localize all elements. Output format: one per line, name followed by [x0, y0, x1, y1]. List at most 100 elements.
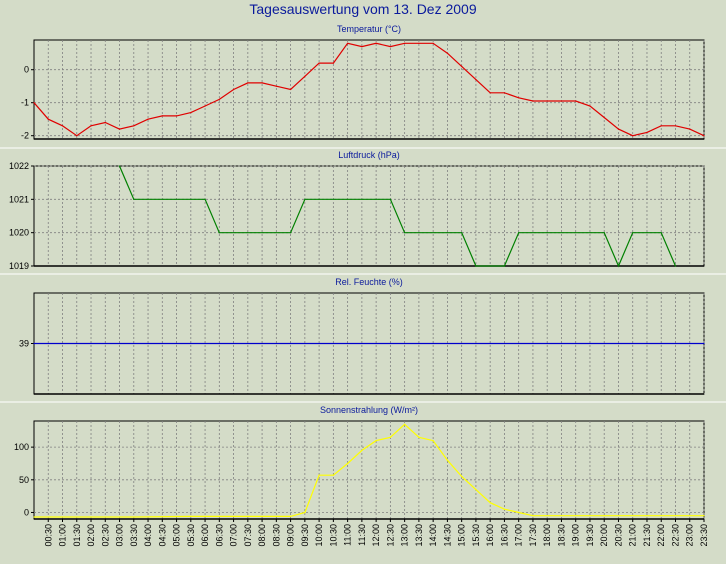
data-point [133, 125, 135, 127]
data-point [90, 125, 92, 127]
x-tick-label: 19:00 [571, 524, 581, 547]
data-point [703, 342, 705, 345]
data-point [175, 115, 178, 117]
data-point [118, 165, 121, 167]
x-tick-label: 12:30 [385, 524, 395, 547]
data-point [461, 232, 463, 234]
data-point [404, 42, 406, 44]
page-title: Tagesauswertung vom 13. Dez 2009 [249, 1, 477, 17]
data-point [133, 516, 135, 518]
data-point [461, 475, 463, 478]
data-point [247, 82, 249, 84]
data-point [332, 474, 334, 476]
x-tick-label: 07:00 [229, 524, 239, 547]
x-tick-label: 09:30 [300, 524, 310, 547]
data-point [703, 135, 705, 137]
x-tick-label: 18:00 [542, 524, 552, 547]
plot-frame [33, 420, 705, 520]
y-tick-label: 1021 [9, 194, 29, 204]
data-point [703, 515, 705, 517]
data-point [489, 502, 491, 504]
data-point [503, 92, 506, 94]
x-tick-label: 12:00 [371, 524, 381, 547]
data-point [404, 232, 406, 234]
x-tick-label: 06:30 [214, 524, 224, 547]
x-tick-label: 04:00 [143, 524, 153, 547]
data-point [632, 135, 634, 137]
data-point [475, 265, 477, 267]
x-tick-label: 03:30 [129, 524, 139, 547]
data-point [347, 462, 349, 465]
x-tick-label: 10:00 [314, 524, 324, 547]
data-point [660, 232, 662, 234]
y-tick-label: 100 [14, 442, 29, 452]
plot-frame [33, 165, 705, 267]
data-point [575, 100, 577, 102]
x-tick-label: 13:30 [414, 524, 424, 547]
chart-panel-2: Luftdruck (hPa) 1022 1021 1020 1019 [9, 150, 705, 271]
data-point [660, 125, 662, 127]
data-point [632, 232, 634, 234]
data-point [133, 198, 135, 200]
data-point [204, 105, 206, 107]
data-point [603, 232, 605, 234]
chart-title: Rel. Feuchte (%) [335, 277, 403, 287]
x-tick-label: 06:00 [200, 524, 210, 547]
data-point [218, 232, 220, 234]
x-tick-label: 02:30 [100, 524, 110, 547]
data-point [674, 265, 677, 267]
data-point [161, 115, 163, 117]
data-point [532, 515, 534, 517]
x-tick-label: 18:30 [556, 524, 566, 547]
data-point [289, 232, 292, 234]
chart-title: Luftdruck (hPa) [338, 150, 400, 160]
x-tick-label: 21:30 [642, 524, 652, 547]
data-point [289, 88, 292, 91]
data-point [404, 423, 406, 425]
x-tick-label: 15:00 [457, 524, 467, 547]
data-point [147, 118, 149, 120]
x-tick-label: 17:00 [514, 524, 524, 547]
x-tick-label: 16:00 [485, 524, 495, 547]
data-point [546, 100, 548, 102]
data-point [475, 489, 477, 491]
data-point [318, 62, 320, 64]
y-tick-label: 50 [19, 475, 29, 485]
data-point [304, 75, 306, 77]
y-tick-label: 1022 [9, 161, 29, 171]
data-point [432, 42, 434, 44]
data-point [432, 440, 434, 442]
data-point [475, 79, 477, 81]
x-tick-label: 14:00 [428, 524, 438, 547]
data-point [418, 436, 420, 438]
data-point [446, 459, 449, 461]
data-point [375, 440, 377, 442]
data-point [489, 92, 491, 94]
data-point [389, 436, 391, 438]
data-point [617, 265, 620, 267]
y-tick-label: 39 [19, 339, 29, 349]
data-point [646, 131, 648, 133]
data-point [503, 265, 506, 267]
data-point [617, 128, 620, 130]
data-point [603, 515, 605, 517]
x-axis: 00:30 01:00 01:30 02:00 02:30 03:00 03:30 04:00… [43, 519, 709, 547]
data-point [76, 135, 78, 137]
y-tick-label: 0 [24, 65, 29, 75]
data-point [674, 125, 677, 127]
plot-frame [33, 39, 705, 140]
data-point [304, 198, 306, 200]
data-point [532, 100, 534, 102]
data-point [33, 102, 35, 104]
data-point [389, 46, 391, 48]
x-tick-label: 08:30 [271, 524, 281, 547]
y-tick-label: 1019 [9, 261, 29, 271]
data-point [361, 46, 363, 48]
data-point [461, 65, 463, 67]
data-point [518, 511, 520, 514]
chart-title: Sonnenstrahlung (W/m²) [320, 405, 418, 415]
x-tick-label: 09:00 [286, 524, 296, 547]
data-point [261, 82, 263, 84]
data-point [347, 42, 349, 44]
data-point [61, 125, 64, 127]
